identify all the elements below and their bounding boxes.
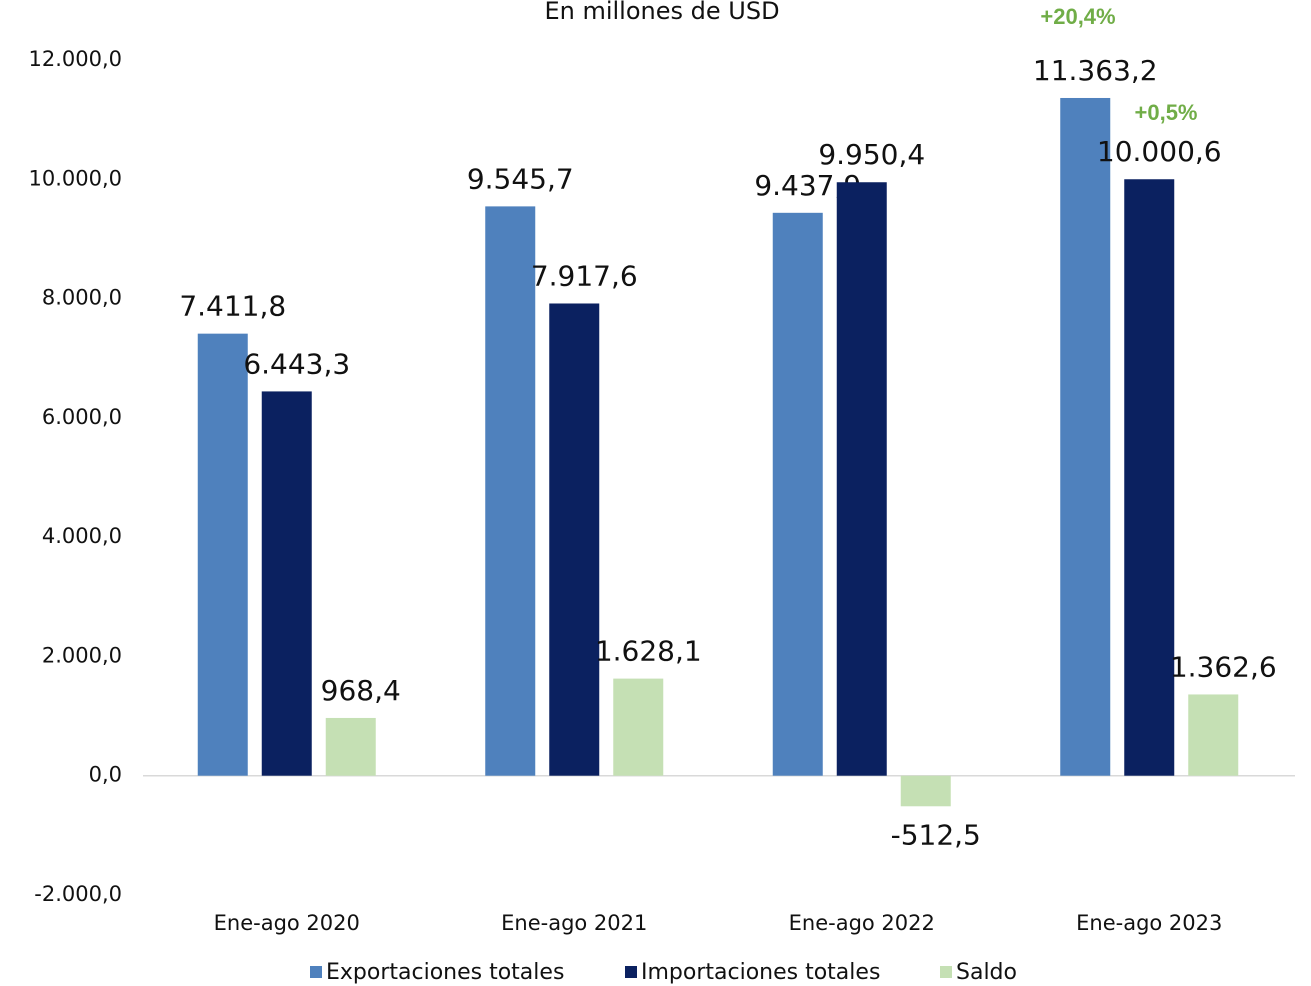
value-label: 9.545,7 xyxy=(467,162,574,195)
value-label: 1.628,1 xyxy=(595,635,702,668)
bar xyxy=(485,206,535,775)
bar xyxy=(613,679,663,776)
annotation: +20,4% xyxy=(1040,4,1115,29)
y-tick-label: 2.000,0 xyxy=(42,643,122,667)
bar xyxy=(549,303,599,775)
legend-swatch xyxy=(310,966,322,978)
bar xyxy=(262,391,312,775)
legend-label: Saldo xyxy=(956,960,1017,985)
value-label: 9.950,4 xyxy=(818,138,925,171)
legend-swatch xyxy=(940,966,952,978)
y-tick-label: 4.000,0 xyxy=(42,524,122,548)
y-tick-label: 10.000,0 xyxy=(28,166,122,190)
y-tick-label: 6.000,0 xyxy=(42,405,122,429)
annotation: +0,5% xyxy=(1135,100,1198,125)
bar xyxy=(1060,98,1110,776)
legend-swatch xyxy=(625,966,637,978)
x-tick-label: Ene-ago 2023 xyxy=(1076,911,1222,935)
legend-label: Exportaciones totales xyxy=(326,960,564,985)
value-label: 11.363,2 xyxy=(1033,54,1158,87)
bar xyxy=(773,213,823,776)
value-label: 7.411,8 xyxy=(179,290,286,323)
value-label: 6.443,3 xyxy=(243,347,350,380)
y-tick-label: 0,0 xyxy=(89,763,122,787)
bar xyxy=(1188,694,1238,775)
bar xyxy=(1124,179,1174,775)
bar xyxy=(901,776,951,807)
y-tick-label: -2.000,0 xyxy=(34,882,122,906)
bar xyxy=(837,182,887,775)
y-tick-label: 12.000,0 xyxy=(28,47,122,71)
chart: En millones de USD -2.000,0 0,0 2.000,0 4.0… xyxy=(0,0,1311,986)
value-label: 968,4 xyxy=(321,674,401,707)
value-label: 1.362,6 xyxy=(1170,650,1277,683)
chart-title: En millones de USD xyxy=(544,0,779,25)
legend-label: Importaciones totales xyxy=(641,960,880,985)
value-label: -512,5 xyxy=(891,818,981,851)
y-tick-label: 8.000,0 xyxy=(42,286,122,310)
value-label: 7.917,6 xyxy=(531,259,638,292)
bar xyxy=(198,334,248,776)
value-label: 10.000,6 xyxy=(1097,135,1222,168)
x-tick-label: Ene-ago 2022 xyxy=(789,911,935,935)
x-tick-label: Ene-ago 2021 xyxy=(501,911,647,935)
bar xyxy=(326,718,376,776)
x-tick-label: Ene-ago 2020 xyxy=(214,911,360,935)
